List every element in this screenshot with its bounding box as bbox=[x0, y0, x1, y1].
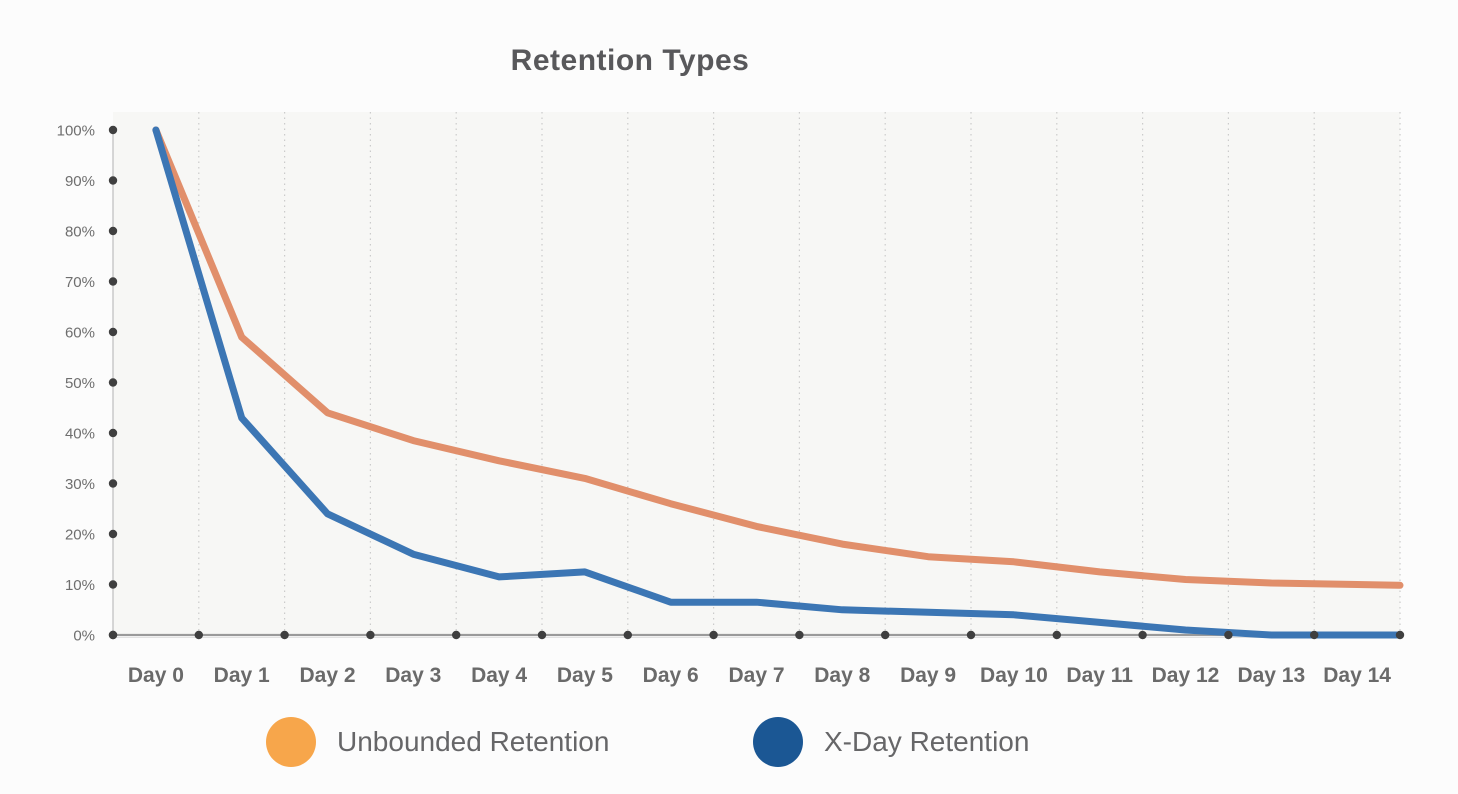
x-axis-tick-dot bbox=[194, 630, 203, 640]
y-tick-label: 30% bbox=[65, 476, 95, 493]
x-axis-tick-dot bbox=[1224, 630, 1233, 640]
legend-dot-unbounded-retention-icon bbox=[266, 717, 316, 767]
y-axis-tick-dot bbox=[108, 428, 118, 438]
legend-item-x-day-retention: X-Day Retention bbox=[753, 716, 1029, 768]
y-axis-tick-dot bbox=[108, 125, 118, 135]
legend-label-unbounded-retention: Unbounded Retention bbox=[337, 726, 610, 757]
x-axis-tick-dot bbox=[280, 630, 289, 640]
y-tick-label: 70% bbox=[65, 274, 95, 291]
x-axis-tick-dot bbox=[795, 630, 804, 640]
x-tick-label: Day 0 bbox=[128, 664, 184, 687]
x-tick-label: Day 4 bbox=[471, 664, 527, 687]
chart-title: Retention Types bbox=[510, 44, 750, 77]
y-tick-label: 50% bbox=[65, 375, 95, 392]
x-tick-label: Day 11 bbox=[1066, 664, 1133, 687]
y-axis-tick-dot bbox=[108, 277, 118, 286]
retention-line-chart: 100% 90% 80% 70% 60% 50% 40% 30% 20% 10% 0% Day 0 Da… bbox=[57, 112, 1405, 687]
x-tick-label: Day 12 bbox=[1152, 664, 1220, 687]
y-tick-label: 40% bbox=[65, 426, 95, 443]
y-tick-label: 10% bbox=[65, 577, 95, 594]
x-tick-label: Day 5 bbox=[557, 664, 613, 687]
x-tick-label: Day 8 bbox=[814, 664, 870, 687]
y-tick-label: 60% bbox=[65, 325, 95, 342]
y-axis-tick-dot bbox=[108, 226, 118, 236]
x-axis-tick-dot bbox=[1052, 630, 1062, 640]
x-tick-label: Day 13 bbox=[1237, 664, 1305, 687]
y-tick-label: 100% bbox=[57, 123, 95, 140]
x-axis-tick-dot bbox=[623, 630, 632, 640]
y-axis-tick-dot bbox=[108, 176, 118, 185]
y-tick-label: 0% bbox=[73, 628, 95, 645]
legend-item-unbounded-retention: Unbounded Retention bbox=[266, 716, 609, 768]
y-axis-tick-dot bbox=[108, 327, 118, 337]
y-axis-tick-dot bbox=[108, 580, 118, 589]
y-tick-label: 20% bbox=[65, 527, 95, 544]
x-axis-tick-dot bbox=[366, 630, 375, 640]
x-tick-label: Day 1 bbox=[214, 664, 270, 687]
x-tick-label: Day 7 bbox=[728, 664, 784, 687]
x-axis-tick-dot bbox=[1395, 630, 1405, 640]
x-tick-label: Day 14 bbox=[1323, 664, 1391, 687]
x-axis-tick-dot bbox=[1310, 630, 1319, 640]
x-tick-label: Day 3 bbox=[385, 664, 441, 687]
x-axis-tick-dot bbox=[452, 630, 461, 640]
x-tick-label: Day 2 bbox=[299, 664, 355, 687]
x-axis-tick-dot bbox=[966, 630, 976, 640]
legend-dot-x-day-retention-icon bbox=[753, 717, 803, 767]
y-tick-label: 90% bbox=[65, 173, 95, 190]
legend-label-x-day-retention: X-Day Retention bbox=[824, 726, 1030, 757]
x-tick-label: Day 6 bbox=[643, 664, 699, 687]
x-tick-label: Day 10 bbox=[980, 664, 1048, 687]
y-axis-tick-dot bbox=[108, 529, 118, 539]
y-axis-tick-dot bbox=[108, 378, 118, 387]
series-line-unbounded-retention bbox=[152, 126, 1404, 589]
y-axis-tick-dot bbox=[108, 479, 118, 488]
x-tick-label: Day 9 bbox=[900, 664, 956, 687]
y-axis-tick-dot bbox=[108, 630, 118, 640]
x-axis-tick-dot bbox=[537, 630, 547, 640]
chart-legend: Unbounded Retention X-Day Retention bbox=[0, 716, 1458, 770]
y-tick-label: 80% bbox=[65, 224, 95, 241]
x-axis-tick-dot bbox=[1138, 630, 1147, 640]
x-axis-tick-dot bbox=[881, 630, 890, 640]
plot-area bbox=[113, 112, 1400, 635]
x-axis-tick-dot bbox=[709, 630, 718, 640]
